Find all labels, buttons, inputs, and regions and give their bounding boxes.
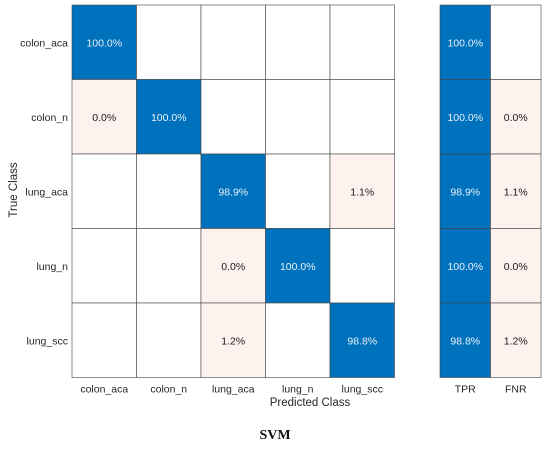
matrix-cell <box>329 79 395 155</box>
summary-cell <box>490 228 542 304</box>
summary-matrix: 100.0% 100.0% 0.0% 98.9% 1.1% 100.0% 0.0% 98.8%… <box>439 4 542 378</box>
matrix-cell-value: 98.8% <box>347 335 377 347</box>
y-tick-label: lung_n <box>36 261 68 273</box>
matrix-cell-value: 0.0% <box>221 261 245 273</box>
matrix-cell <box>71 302 137 378</box>
matrix-cell <box>329 302 395 378</box>
x-axis-label: Predicted Class <box>270 397 351 409</box>
matrix-cell-value: 100.0% <box>280 261 316 273</box>
summary-column-label: TPR <box>455 384 476 396</box>
summary-cell <box>439 4 491 80</box>
summary-cell <box>490 302 542 378</box>
y-tick-label: lung_aca <box>25 186 68 198</box>
x-tick-label: lung_aca <box>212 384 255 396</box>
summary-cell <box>439 302 491 378</box>
y-tick-label: colon_n <box>31 112 68 124</box>
figure-caption: SVM <box>259 428 291 443</box>
matrix-cell <box>136 302 202 378</box>
summary-cell-value: 0.0% <box>504 112 528 124</box>
y-tick-label: colon_aca <box>20 37 68 49</box>
matrix-cell-value: 100.0% <box>86 37 122 49</box>
summary-cell-value: 100.0% <box>447 37 483 49</box>
x-tick-label: colon_n <box>150 384 187 396</box>
matrix-cell-value: 1.1% <box>350 186 374 198</box>
main-matrix: 100.0% 0.0% 100.0% 98.9% 1.1% 0.0% 100.0% 1.2% 9… <box>71 4 395 378</box>
confusion-matrix-chart: 100.0% 0.0% 100.0% 98.9% 1.1% 0.0% 100.0% 1.2% 9… <box>8 4 542 409</box>
summary-cell-value: 98.8% <box>450 335 480 347</box>
matrix-cell <box>329 153 395 229</box>
matrix-cell <box>71 79 137 155</box>
matrix-cell <box>265 153 331 229</box>
matrix-cell-value: 1.2% <box>221 335 245 347</box>
matrix-cell <box>329 228 395 304</box>
summary-cell <box>490 79 542 155</box>
matrix-cell <box>200 4 266 80</box>
matrix-cell <box>200 153 266 229</box>
matrix-cell <box>71 153 137 229</box>
matrix-cell-value: 0.0% <box>92 112 116 124</box>
matrix-cell <box>265 4 331 80</box>
matrix-cell <box>136 4 202 80</box>
matrix-cell-value: 100.0% <box>151 112 187 124</box>
matrix-cell <box>200 228 266 304</box>
y-tick-label: lung_scc <box>27 335 68 347</box>
summary-cell <box>439 228 491 304</box>
matrix-cell <box>329 4 395 80</box>
matrix-cell-value: 98.9% <box>218 186 248 198</box>
matrix-cell <box>136 79 202 155</box>
matrix-cell <box>71 228 137 304</box>
x-tick-label: lung_n <box>282 384 314 396</box>
matrix-cell <box>71 4 137 80</box>
matrix-cell <box>136 153 202 229</box>
matrix-cell <box>265 79 331 155</box>
tick-labels: colon_aca colon_aca colon_n colon_n lung_aca… <box>20 37 527 395</box>
summary-cell-value: 1.2% <box>504 335 528 347</box>
matrix-cell <box>200 302 266 378</box>
x-tick-label: lung_scc <box>342 384 383 396</box>
y-axis-label: True Class <box>8 162 20 217</box>
x-tick-label: colon_aca <box>80 384 128 396</box>
summary-cell-value: 98.9% <box>450 186 480 198</box>
summary-cell-value: 100.0% <box>447 261 483 273</box>
summary-cell <box>439 153 491 229</box>
matrix-cell <box>200 79 266 155</box>
matrix-cell <box>265 302 331 378</box>
summary-cell-value: 0.0% <box>504 261 528 273</box>
summary-cell <box>490 4 542 80</box>
matrix-cell <box>136 228 202 304</box>
summary-cell <box>490 153 542 229</box>
summary-cell-value: 100.0% <box>447 112 483 124</box>
summary-cell-value: 1.1% <box>504 186 528 198</box>
summary-column-label: FNR <box>505 384 527 396</box>
